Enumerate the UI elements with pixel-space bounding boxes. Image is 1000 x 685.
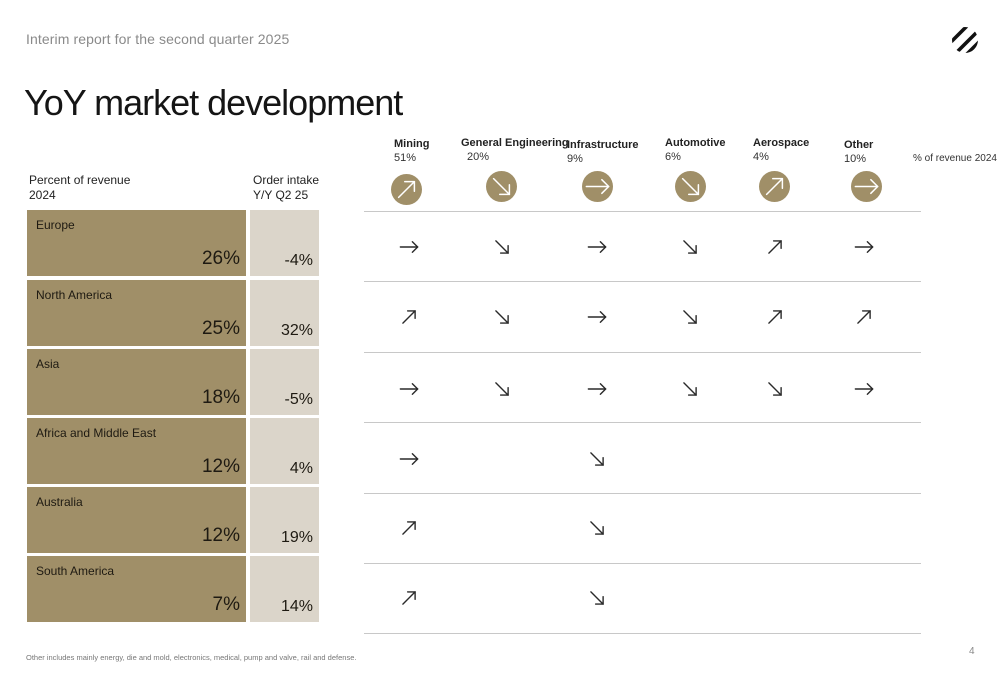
region-cell: North America 25% (27, 280, 246, 346)
trend-arrow-down-icon (678, 235, 702, 259)
trend-arrow-down-icon (585, 516, 609, 540)
region-revenue-pct: 12% (201, 525, 240, 546)
order-intake-cell: 32% (250, 280, 319, 346)
trend-arrow-flat-icon (397, 235, 421, 259)
segment-header-mining: Mining 51% (394, 138, 430, 164)
mining-trend-circle (391, 174, 422, 205)
general-engineering-trend-circle (486, 171, 517, 202)
trend-arrow-flat-icon (397, 447, 421, 471)
row-divider (364, 281, 921, 282)
segments-note: % of revenue 2024 (913, 153, 997, 164)
trend-arrow-down-icon (585, 586, 609, 610)
segment-header-aerospace: Aerospace 4% (753, 137, 810, 163)
trend-arrow-down-icon (678, 305, 702, 329)
order-intake-value: -4% (284, 252, 313, 269)
trend-arrow-down-icon (585, 447, 609, 471)
segment-header-other: Other 10% (844, 139, 874, 165)
order-intake-cell: -5% (250, 349, 319, 415)
trend-arrow-down-icon (490, 235, 514, 259)
trend-arrow-flat-icon (852, 235, 876, 259)
row-divider (364, 493, 921, 494)
region-name: Australia (36, 495, 83, 509)
region-revenue-pct: 26% (201, 248, 240, 269)
row-divider (364, 422, 921, 423)
revenue-header: Percent of revenue 2024 (29, 173, 131, 202)
trend-arrow-down-icon (490, 377, 514, 401)
trend-arrow-up-icon (763, 305, 787, 329)
order-intake-cell: -4% (250, 210, 319, 276)
order-intake-value: -5% (284, 391, 313, 408)
trend-arrow-flat-icon (585, 235, 609, 259)
segment-header-general-engineering: General Engineering 20% (461, 137, 569, 163)
region-cell: Europe 26% (27, 210, 246, 276)
aerospace-trend-circle (759, 171, 790, 202)
trend-arrow-flat-icon (585, 377, 609, 401)
row-divider (364, 633, 921, 634)
trend-arrow-up-icon (397, 305, 421, 329)
row-divider (364, 211, 921, 212)
region-name: South America (36, 564, 115, 578)
region-name: Asia (36, 357, 60, 371)
infrastructure-trend-circle (582, 171, 613, 202)
trend-arrow-flat-icon (397, 377, 421, 401)
striped-ball-logo-icon (949, 24, 981, 56)
region-cell: Africa and Middle East 12% (27, 418, 246, 484)
trend-arrow-up-icon (763, 235, 787, 259)
page-number: 4 (969, 646, 975, 657)
region-revenue-pct: 18% (201, 387, 240, 408)
order-intake-value: 32% (280, 322, 313, 339)
segment-header-infrastructure: Infrastructure 9% (567, 139, 639, 165)
automotive-trend-circle (675, 171, 706, 202)
order-intake-value: 14% (280, 598, 313, 615)
trend-arrow-down-icon (490, 305, 514, 329)
order-intake-cell: 4% (250, 418, 319, 484)
order-intake-value: 19% (280, 529, 313, 546)
region-revenue-pct: 25% (201, 318, 240, 339)
trend-arrow-down-icon (678, 377, 702, 401)
trend-arrow-flat-icon (852, 377, 876, 401)
row-divider (364, 352, 921, 353)
trend-arrow-up-icon (397, 516, 421, 540)
region-revenue-pct: 7% (212, 594, 240, 615)
order-intake-cell: 19% (250, 487, 319, 553)
other-trend-circle (851, 171, 882, 202)
region-cell: Asia 18% (27, 349, 246, 415)
row-divider (364, 563, 921, 564)
region-revenue-pct: 12% (201, 456, 240, 477)
trend-arrow-up-icon (852, 305, 876, 329)
trend-arrow-flat-icon (585, 305, 609, 329)
order-intake-header: Order intake Y/Y Q2 25 (253, 173, 320, 202)
page-title: YoY market development (24, 82, 403, 123)
report-subtitle: Interim report for the second quarter 20… (26, 31, 290, 47)
region-name: Europe (36, 218, 75, 232)
region-cell: South America 7% (27, 556, 246, 622)
region-name: Africa and Middle East (36, 426, 157, 440)
region-cell: Australia 12% (27, 487, 246, 553)
region-name: North America (36, 288, 113, 302)
trend-arrow-down-icon (763, 377, 787, 401)
trend-arrow-up-icon (397, 586, 421, 610)
footnote: Other includes mainly energy, die and mo… (26, 653, 357, 662)
order-intake-cell: 14% (250, 556, 319, 622)
segment-header-automotive: Automotive 6% (665, 137, 726, 163)
order-intake-value: 4% (289, 460, 313, 477)
